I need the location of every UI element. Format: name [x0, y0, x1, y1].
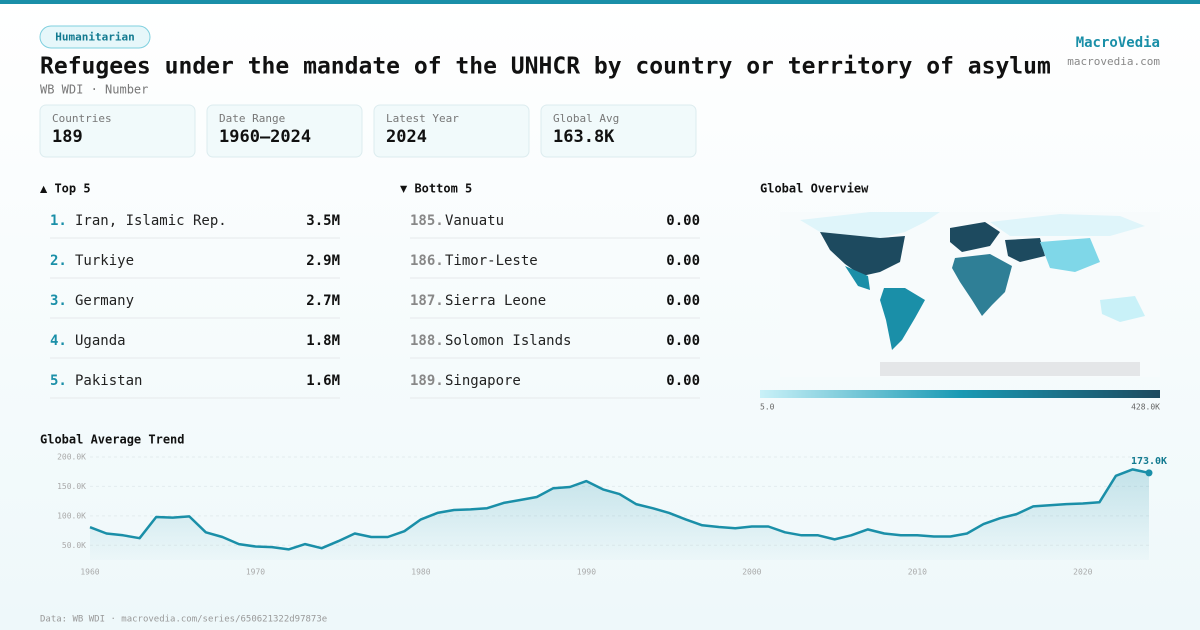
stat-card: [39, 104, 196, 158]
rank: 189.: [410, 373, 444, 389]
rank: 2.: [50, 253, 67, 269]
value: 2.9M: [306, 253, 340, 269]
x-tick-label: 2000: [742, 568, 761, 577]
value-label: 173.0K: [1131, 456, 1167, 467]
y-tick-label: 100.0K: [57, 511, 86, 520]
stat-card: [206, 104, 363, 158]
map-region: [950, 222, 1000, 252]
x-tick-label: 1970: [246, 568, 265, 577]
line: [89, 468, 1150, 551]
rank: 188.: [410, 333, 444, 349]
map-region: [1040, 238, 1100, 272]
y-tick-label: 50.0K: [62, 541, 86, 550]
stat-label: Global Avg: [553, 112, 619, 125]
value: 2.7M: [306, 293, 340, 309]
stat-cards: Countries 189 Date Range 1960–2024 Latest Ye…: [39, 104, 697, 158]
stat-card: [540, 104, 697, 158]
chart-title: Global Average Trend: [40, 433, 185, 447]
stat-value: 2024: [386, 127, 427, 147]
map-region: [800, 212, 940, 238]
name: Pakistan: [75, 373, 142, 389]
badge-text: Humanitarian: [55, 31, 134, 44]
subtitle: WB WDI · Number: [40, 83, 148, 97]
brand: MacroVedia: [1076, 35, 1160, 51]
name: Turkiye: [75, 253, 134, 269]
rank: 1.: [50, 213, 67, 229]
name: Timor-Leste: [445, 253, 538, 269]
rank: 186.: [410, 253, 444, 269]
world-map: [780, 212, 1160, 377]
rank: 3.: [50, 293, 67, 309]
stat-label: Countries: [52, 112, 112, 125]
x-tick-label: 1990: [577, 568, 596, 577]
stat-label: Date Range: [219, 112, 285, 125]
x-tick-label: 1980: [411, 568, 430, 577]
site: macrovedia.com: [1067, 55, 1160, 68]
name: Germany: [75, 293, 134, 309]
y-tick-label: 200.0K: [57, 453, 86, 462]
area: [90, 469, 1149, 560]
color-scale: [760, 390, 1160, 398]
rank-lists: 1. Iran, Islamic Rep. 3.5M 2. Turkiye 2.9M 3. G…: [50, 213, 700, 399]
rank: 185.: [410, 213, 444, 229]
map-region: [952, 254, 1012, 316]
map-region: [1100, 296, 1145, 322]
stat-label: Latest Year: [386, 112, 459, 125]
trend-chart: 50.0K 100.0K 150.0K 200.0K 1960 1970 1980 1990 2…: [57, 453, 1167, 577]
map-region: [990, 214, 1145, 236]
badge: [39, 25, 151, 49]
name: Solomon Islands: [445, 333, 571, 349]
top-bar: [0, 0, 1200, 4]
title: Refugees under the mandate of the UNHCR …: [40, 54, 1051, 80]
footer: Data: WB WDI · macrovedia.com/series/650…: [40, 615, 327, 625]
map-region: [1005, 238, 1045, 262]
value: 0.00: [666, 373, 700, 389]
value: 0.00: [666, 293, 700, 309]
rank: 4.: [50, 333, 67, 349]
name: Singapore: [445, 373, 521, 389]
rank: 187.: [410, 293, 444, 309]
x-tick-label: 1960: [80, 568, 99, 577]
bottom-title: ▼ Bottom 5: [400, 182, 472, 196]
value: 0.00: [666, 213, 700, 229]
stat-value: 163.8K: [553, 127, 615, 147]
stat-value: 189: [52, 127, 83, 147]
end-point: [1145, 469, 1153, 477]
map-region: [820, 232, 905, 276]
stat-card: [373, 104, 530, 158]
map-title: Global Overview: [760, 182, 869, 196]
scale-min: 5.0: [760, 403, 775, 412]
top-title: ▲ Top 5: [40, 182, 91, 196]
map-region: [880, 288, 925, 350]
map-region: [845, 266, 870, 290]
name: Vanuatu: [445, 213, 504, 229]
value: 1.8M: [306, 333, 340, 349]
x-tick-label: 2020: [1073, 568, 1092, 577]
y-tick-label: 150.0K: [57, 482, 86, 491]
value: 1.6M: [306, 373, 340, 389]
map-region: [880, 362, 1140, 376]
stat-value: 1960–2024: [219, 127, 311, 147]
name: Sierra Leone: [445, 293, 546, 309]
value: 3.5M: [306, 213, 340, 229]
name: Uganda: [75, 333, 126, 349]
value: 0.00: [666, 333, 700, 349]
x-tick-label: 2010: [908, 568, 927, 577]
value: 0.00: [666, 253, 700, 269]
rank: 5.: [50, 373, 67, 389]
scale-max: 428.0K: [1131, 403, 1160, 412]
name: Iran, Islamic Rep.: [75, 213, 227, 229]
